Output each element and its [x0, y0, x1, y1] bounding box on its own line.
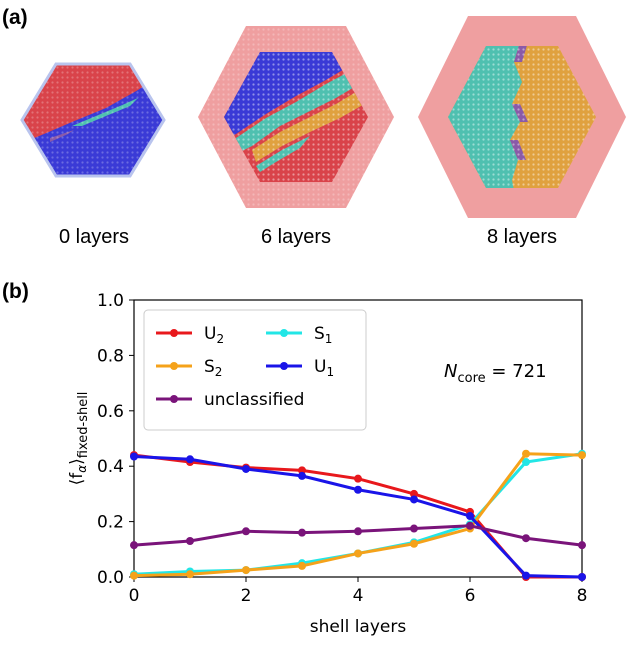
data-point-unclassified [298, 528, 306, 537]
data-point-S2 [186, 570, 194, 579]
panel-a-label: (a) [2, 6, 28, 29]
y-tick-label: 0.6 [97, 402, 124, 422]
data-point-S1 [522, 458, 530, 467]
legend-label-U2: U2 [204, 324, 224, 346]
data-point-U2 [354, 474, 362, 483]
data-point-unclassified [466, 521, 474, 530]
legend-marker-U1 [280, 362, 288, 370]
y-tick-label: 0.0 [97, 568, 124, 588]
y-tick-label: 0.2 [97, 513, 124, 533]
caption-6-layers: 6 layers [260, 226, 332, 248]
x-tick-label: 6 [465, 586, 476, 606]
data-point-S2 [410, 539, 418, 548]
legend-marker-U2 [170, 329, 178, 337]
legend-label-S1: S1 [314, 324, 332, 346]
n-core-annotation: Ncore = 721 [444, 361, 547, 386]
legend-marker-unclassified [170, 395, 178, 403]
data-point-U1 [242, 464, 250, 473]
data-point-S2 [354, 549, 362, 558]
y-tick-label: 0.8 [97, 346, 124, 366]
caption-0-layers: 0 layers [58, 226, 130, 248]
data-point-S2 [130, 571, 138, 580]
legend: U2 S1 S2 U1 unclassified [143, 309, 367, 431]
data-point-U2 [298, 466, 306, 475]
x-tick-label: 0 [129, 586, 140, 606]
x-tick-label: 4 [353, 586, 364, 606]
data-point-unclassified [242, 527, 250, 536]
nanoparticle-8-layers [416, 12, 628, 226]
caption-8-layers: 8 layers [486, 226, 558, 248]
x-tick-label: 8 [577, 586, 588, 606]
data-point-U1 [410, 495, 418, 504]
y-tick-label: 0.4 [97, 457, 124, 477]
data-point-U2 [410, 489, 418, 498]
legend-box [143, 309, 367, 431]
data-point-S2 [578, 451, 586, 460]
data-point-S2 [522, 449, 530, 458]
panel-b-label: (b) [2, 280, 29, 303]
legend-label-U1: U1 [314, 357, 334, 379]
data-point-S2 [298, 561, 306, 570]
data-point-U1 [578, 573, 586, 581]
y-axis-label: ⟨fα⟩fixed-shell [67, 392, 91, 486]
legend-marker-S2 [170, 362, 178, 370]
data-point-unclassified [410, 524, 418, 533]
data-point-unclassified [578, 541, 586, 550]
x-axis-label: shell layers [310, 617, 407, 637]
data-point-U1 [186, 455, 194, 464]
nanoparticle-6-layers [196, 22, 396, 216]
data-point-unclassified [130, 541, 138, 550]
nanoparticle-0-layers [20, 60, 168, 184]
data-point-U1 [522, 571, 530, 580]
data-point-U1 [130, 452, 138, 461]
shell-fraction-chart: 0.0 0.2 0.4 0.6 0.8 1.0 0 2 4 6 8 U2 S1 S2 U1 unclassi… [67, 291, 588, 637]
data-point-U1 [354, 485, 362, 494]
x-tick-label: 2 [241, 586, 252, 606]
legend-label-unclassified: unclassified [204, 390, 304, 410]
data-point-unclassified [354, 527, 362, 536]
data-point-unclassified [522, 534, 530, 543]
data-point-S2 [242, 566, 250, 575]
data-point-U1 [466, 512, 474, 521]
legend-label-S2: S2 [204, 357, 222, 379]
legend-marker-S1 [280, 329, 288, 337]
data-point-U1 [298, 471, 306, 480]
data-point-unclassified [186, 536, 194, 545]
y-tick-label: 1.0 [97, 291, 124, 311]
